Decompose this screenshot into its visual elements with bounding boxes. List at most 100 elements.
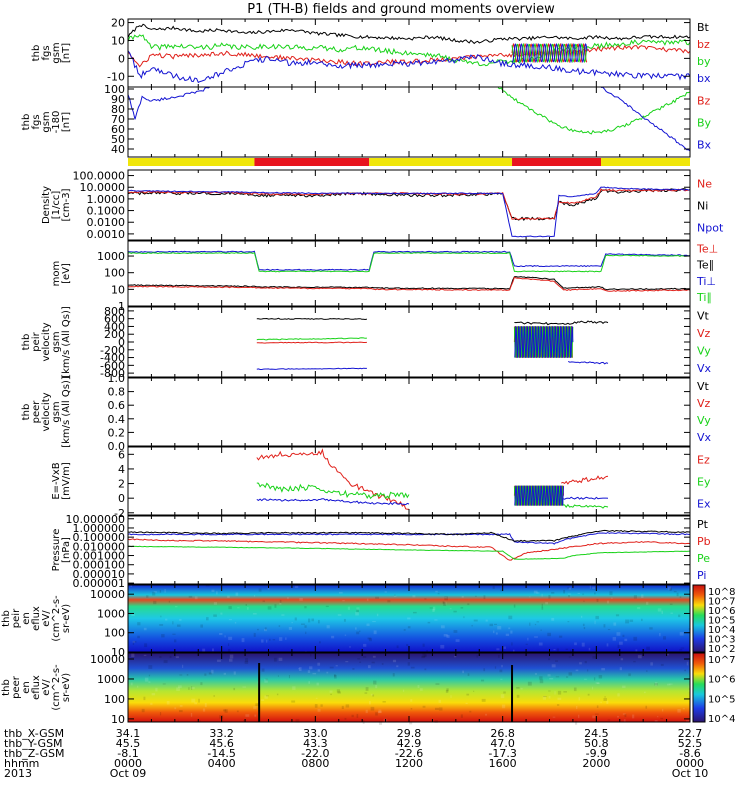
colorbar-label: 10^2 — [708, 644, 735, 655]
spectrogram-texture — [584, 678, 587, 680]
orbit-value: 22.7 — [678, 727, 703, 740]
spectrogram-texture — [594, 713, 599, 715]
spectrogram-texture — [228, 606, 232, 610]
spectrogram-texture — [186, 674, 189, 676]
spectrogram-texture — [344, 717, 347, 720]
spectrogram-texture — [579, 662, 582, 665]
panel-ion-spec: 10000 1000 100 10 thb peir en eflux eV/(cm^2-s-s… — [1, 584, 735, 659]
spectrogram-texture — [191, 687, 195, 690]
y-tick-label: -600 — [100, 359, 125, 372]
spectrogram-texture — [261, 699, 265, 702]
series-vx-line — [567, 360, 609, 365]
spectrogram-texture — [236, 710, 239, 713]
spectrogram-texture — [376, 613, 379, 617]
spectrogram-texture — [556, 704, 560, 706]
spectrogram-texture — [143, 627, 147, 631]
y-tick-label: 0.000100 — [73, 559, 126, 572]
spectrogram-texture — [368, 638, 372, 642]
spectrogram-texture — [443, 602, 446, 606]
spectrogram-texture — [355, 627, 357, 630]
y-axis-label: thb — [1, 610, 12, 627]
spectrogram-texture — [473, 619, 478, 622]
spectrogram-texture — [578, 714, 580, 719]
spectrogram-texture — [410, 707, 413, 710]
spectrogram-texture — [137, 685, 139, 688]
spectrogram-texture — [377, 711, 382, 714]
spectrogram-texture — [194, 596, 198, 600]
spectrogram-texture — [179, 618, 182, 621]
spectrogram-texture — [548, 695, 551, 699]
orbit-row-label: thb_Z-GSM — [4, 747, 64, 760]
series-vz-line — [256, 341, 367, 344]
spectrogram-texture — [314, 704, 318, 708]
legend-blue: Pi — [697, 569, 706, 582]
spectrogram-texture — [262, 600, 266, 603]
spectrogram-texture — [131, 614, 135, 616]
spectrogram-texture — [595, 615, 599, 620]
spectrogram-texture — [148, 665, 153, 670]
spectrogram-texture — [175, 656, 179, 659]
orbit-value: Oct 09 — [110, 767, 147, 780]
spectrogram-texture — [320, 704, 323, 707]
spectrogram-texture — [245, 714, 250, 717]
spectrogram-texture — [410, 699, 413, 702]
spectrogram-texture — [646, 646, 650, 650]
spectrogram-texture — [541, 603, 543, 608]
spectrogram-texture — [407, 662, 410, 666]
spectrogram-texture — [677, 709, 681, 713]
spectrogram-texture — [497, 626, 502, 630]
y-axis-label: sr-eV) — [61, 673, 72, 702]
spectrogram-texture — [141, 708, 145, 713]
spectrogram-texture — [277, 675, 279, 677]
spectrogram-texture — [244, 660, 249, 664]
spectrogram-texture — [657, 608, 662, 612]
y-tick-label: 10 — [111, 713, 125, 726]
spectrogram-texture — [580, 615, 583, 618]
spectrogram-texture — [453, 610, 457, 613]
spectrogram-texture — [325, 605, 329, 608]
spectrogram-texture — [442, 601, 445, 604]
series-ez-line — [256, 448, 409, 510]
spectrogram-texture — [620, 658, 624, 661]
series-ey-line — [561, 503, 609, 509]
spectrogram-texture — [364, 692, 368, 694]
spectrogram-texture — [299, 597, 303, 601]
orbit-value: 42.9 — [397, 737, 422, 750]
spectrogram-texture — [438, 699, 442, 703]
spectrogram-texture — [366, 623, 370, 627]
spectrogram-texture — [594, 620, 596, 625]
spectrogram-texture — [596, 598, 599, 602]
spectrogram-texture — [460, 607, 464, 609]
y-tick-label: 400 — [104, 320, 125, 333]
spectrogram-texture — [481, 698, 486, 702]
spectrogram-texture — [272, 639, 276, 641]
spectrogram-texture — [539, 676, 543, 680]
spectrogram-texture — [527, 637, 529, 641]
series-ni-line — [127, 188, 691, 221]
spectrogram-texture — [471, 624, 473, 627]
spectrogram-texture — [434, 619, 438, 621]
spectrogram-texture — [574, 642, 577, 646]
spectrogram-texture — [216, 659, 221, 662]
orbit-row-label: hhmm — [4, 757, 39, 770]
spectrogram-texture — [662, 636, 667, 640]
spectrogram-texture — [489, 623, 494, 627]
spectrogram-texture — [545, 601, 549, 605]
series-ey-line — [256, 482, 410, 500]
spectrogram-texture — [422, 705, 426, 708]
spectrogram-texture — [304, 606, 307, 609]
spectrogram-texture — [227, 595, 230, 599]
y-tick-label: 1000 — [97, 250, 125, 263]
spectrogram-texture — [679, 649, 683, 651]
oscillation-blue-line — [514, 325, 574, 359]
spectrogram-texture — [686, 720, 690, 722]
y-tick-label: -400 — [100, 352, 125, 365]
series-vt-line — [514, 320, 609, 326]
spectrogram-texture — [462, 670, 464, 674]
spectrogram-texture — [375, 685, 378, 689]
orbit-value: 45.6 — [209, 737, 234, 750]
spectrogram-texture — [255, 703, 259, 707]
spectrogram-texture — [172, 633, 176, 635]
spectrogram-texture — [137, 635, 140, 639]
spectrogram-texture — [534, 636, 538, 638]
